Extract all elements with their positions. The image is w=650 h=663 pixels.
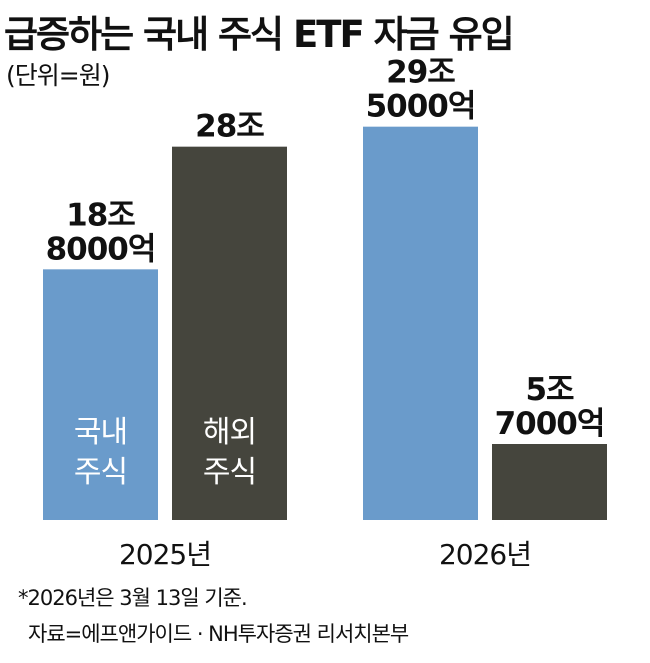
series-label: 주식 <box>74 455 127 490</box>
bar-overseas-2 <box>492 444 607 520</box>
bar-overseas-1 <box>172 146 287 520</box>
source-note: 자료=에프앤가이드 · NH투자증권 리서치본부 <box>28 622 409 646</box>
bar-domestic-2 <box>363 126 478 521</box>
series-label: 해외 <box>203 415 256 450</box>
series-label: 주식 <box>203 455 256 490</box>
series-label: 국내 <box>74 415 127 450</box>
chart-title: 급증하는 국내 주식 ETF 자금 유입 <box>4 13 515 56</box>
value-label: 29조 <box>386 55 455 91</box>
value-label: 28조 <box>195 109 264 145</box>
value-label: 7000억 <box>495 406 605 442</box>
value-label: 5조 <box>525 372 574 408</box>
unit-note: (단위=원) <box>6 61 110 90</box>
value-label: 5000억 <box>366 89 476 125</box>
value-label: 18조 <box>66 197 135 233</box>
category-label: 2025년 <box>119 538 211 571</box>
category-label: 2026년 <box>439 538 531 571</box>
footnote: *2026년은 3월 13일 기준. <box>18 586 248 610</box>
value-label: 8000억 <box>46 231 156 267</box>
bar-domestic-1 <box>43 269 158 520</box>
